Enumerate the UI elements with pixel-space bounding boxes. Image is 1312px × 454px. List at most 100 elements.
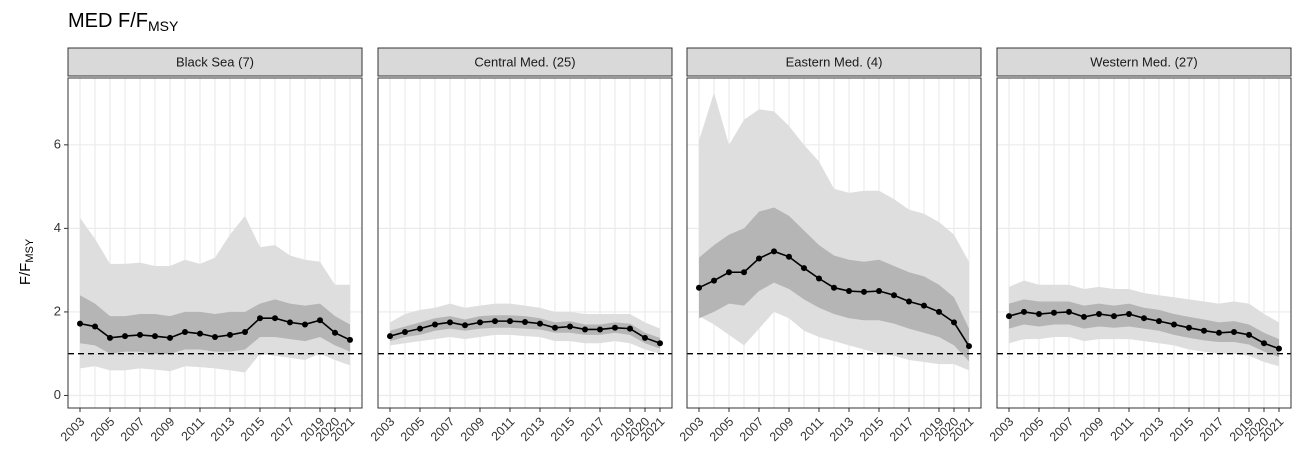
x-tick-label: 2005: [1017, 415, 1047, 445]
data-point: [846, 288, 852, 295]
x-tick-label: 2009: [148, 415, 178, 445]
x-tick-label: 2005: [707, 415, 737, 445]
panel-border: [686, 77, 982, 409]
x-tick-label: 2009: [1077, 415, 1107, 445]
data-point: [1186, 324, 1192, 331]
data-point: [1081, 313, 1087, 320]
x-tick-label: 2007: [1047, 415, 1077, 445]
x-tick-label: 2011: [179, 415, 208, 444]
data-point: [1036, 311, 1042, 318]
data-point: [1126, 311, 1132, 318]
data-point: [242, 328, 248, 335]
x-tick-label: 2015: [238, 415, 268, 445]
data-point: [552, 324, 558, 331]
panel-title: Central Med. (25): [474, 54, 575, 69]
x-tick-label: 2003: [677, 415, 707, 445]
x-tick-label: 2013: [208, 415, 238, 445]
data-point: [1141, 315, 1147, 322]
data-point: [567, 323, 573, 330]
strip: [686, 47, 982, 77]
data-point: [801, 265, 807, 272]
data-point: [1066, 308, 1072, 315]
y-label-subscript: MSY: [24, 238, 36, 263]
data-point: [1096, 311, 1102, 318]
data-point: [726, 269, 732, 276]
data-point: [152, 333, 158, 340]
data-point: [402, 328, 408, 335]
data-point: [332, 329, 338, 336]
data-point: [417, 325, 423, 332]
confidence-band: [80, 295, 350, 354]
x-tick-label: 2003: [58, 415, 88, 445]
data-point: [257, 315, 263, 322]
data-point: [317, 317, 323, 324]
data-point: [861, 288, 867, 295]
data-point: [1201, 327, 1207, 334]
data-point: [966, 343, 972, 350]
data-point: [137, 331, 143, 338]
data-point: [1231, 328, 1237, 335]
data-point: [786, 253, 792, 260]
data-point: [1276, 345, 1282, 352]
data-point: [627, 325, 633, 332]
data-point: [1156, 318, 1162, 325]
data-point: [906, 298, 912, 305]
x-tick-label: 2017: [1197, 415, 1227, 445]
data-point: [582, 326, 588, 333]
data-point: [642, 334, 648, 341]
y-tick-label: 6: [54, 136, 61, 151]
x-tick-label: 2017: [887, 415, 917, 445]
data-point: [936, 308, 942, 315]
strip: [377, 47, 673, 77]
data-point: [771, 248, 777, 255]
x-tick-label: 2011: [489, 415, 518, 444]
data-point: [212, 333, 218, 340]
data-point: [92, 323, 98, 330]
x-tick-label: 2013: [1137, 415, 1167, 445]
title-subscript: MSY: [148, 18, 179, 34]
data-point: [432, 321, 438, 328]
data-point: [831, 284, 837, 291]
data-point: [462, 322, 468, 329]
x-tick-label: 2003: [368, 415, 398, 445]
panel-title: Black Sea (7): [176, 54, 254, 69]
data-point: [287, 319, 293, 326]
data-point: [167, 334, 173, 341]
data-point: [302, 321, 308, 328]
data-point: [741, 269, 747, 276]
data-point: [347, 336, 353, 343]
y-axis-label: F/FMSY: [17, 238, 36, 285]
data-point: [612, 324, 618, 331]
data-point: [657, 340, 663, 347]
confidence-band: [699, 207, 969, 362]
chart-title: MED F/FMSY: [68, 10, 179, 33]
x-tick-label: 2005: [398, 415, 428, 445]
data-point: [522, 318, 528, 325]
data-point: [1006, 313, 1012, 320]
x-tick-label: 2007: [428, 415, 458, 445]
panel-title: Western Med. (27): [1090, 54, 1197, 69]
data-point: [197, 330, 203, 337]
data-point: [1261, 340, 1267, 347]
strip: [996, 47, 1292, 77]
strip: [67, 47, 363, 77]
panel-border: [377, 77, 673, 409]
data-point: [891, 292, 897, 299]
data-point: [477, 319, 483, 326]
data-point: [951, 319, 957, 326]
panel-title: Eastern Med. (4): [786, 54, 883, 69]
data-point: [876, 288, 882, 295]
data-point: [1111, 313, 1117, 320]
x-tick-label: 2017: [578, 415, 608, 445]
panel-border: [67, 77, 363, 409]
x-tick-label: 2011: [1108, 415, 1137, 444]
panel-border: [996, 77, 1292, 409]
data-point: [272, 315, 278, 322]
data-point: [387, 333, 393, 340]
x-tick-label: 2007: [737, 415, 767, 445]
x-tick-label: 2015: [1167, 415, 1197, 445]
data-point: [77, 320, 83, 327]
x-tick-label: 2009: [458, 415, 488, 445]
